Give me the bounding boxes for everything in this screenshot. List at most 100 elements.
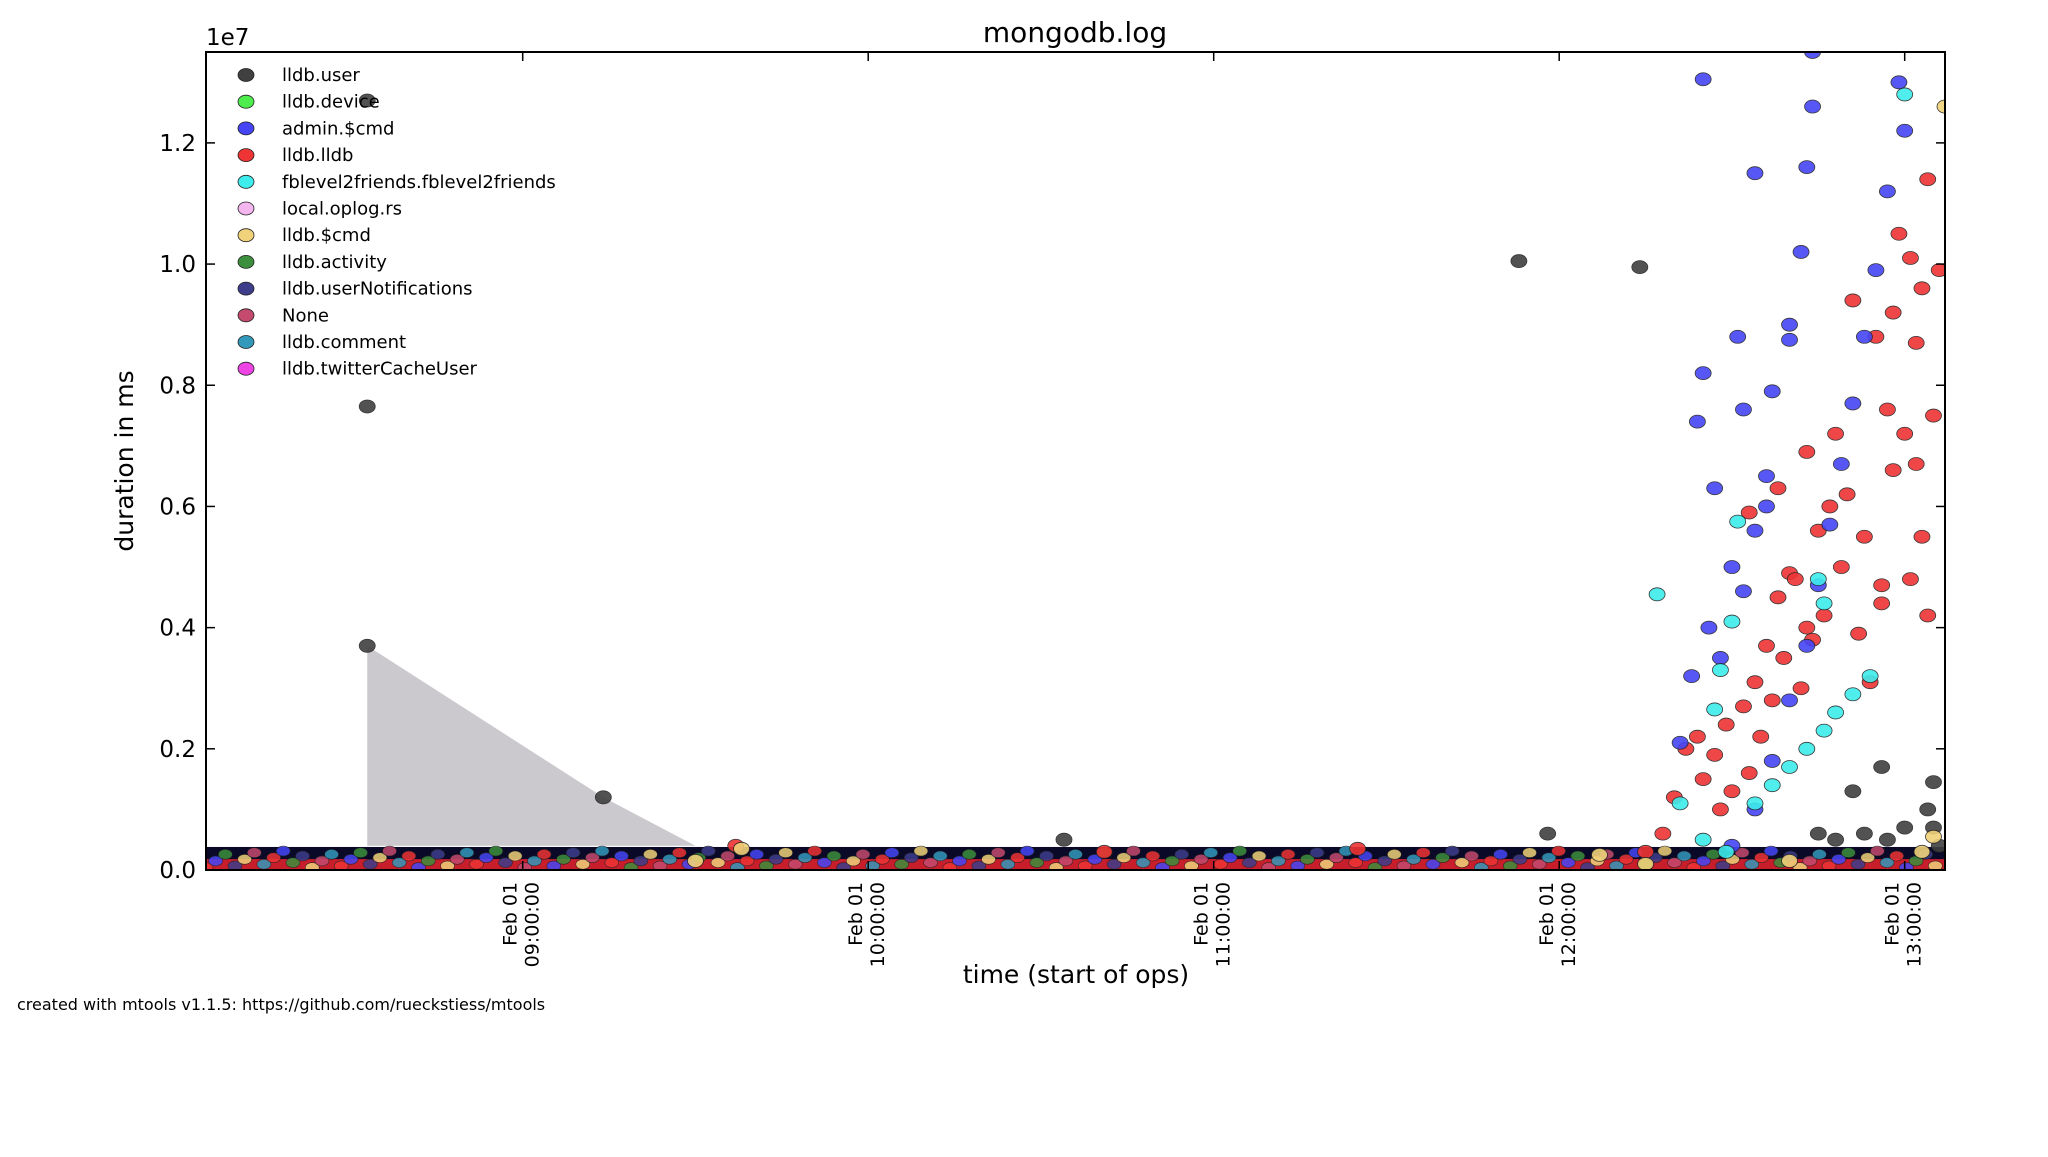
data-point — [733, 841, 750, 856]
point-dense — [449, 854, 465, 865]
data-point — [1907, 335, 1925, 350]
point-dense — [372, 852, 388, 863]
data-point — [1591, 847, 1608, 862]
point-dense — [1367, 862, 1383, 870]
point-dense — [208, 855, 223, 867]
legend-marker — [237, 254, 255, 269]
data-point — [1890, 75, 1908, 90]
point-dense — [1541, 852, 1557, 863]
point-dense — [1831, 854, 1847, 865]
point-dense — [836, 862, 851, 870]
point-dense — [295, 850, 310, 862]
data-point — [1706, 481, 1724, 496]
point-dense — [536, 849, 552, 860]
legend-marker — [237, 281, 255, 296]
point-dense — [990, 847, 1006, 859]
data-point — [1752, 729, 1770, 744]
data-point — [1712, 651, 1729, 665]
point-dense — [633, 855, 649, 867]
point-dense — [1377, 855, 1392, 867]
legend-marker — [237, 201, 255, 216]
point-dense — [411, 862, 426, 870]
data-point — [1873, 596, 1891, 611]
legend-marker — [237, 228, 255, 243]
point-dense — [623, 862, 639, 870]
data-point — [1763, 754, 1781, 768]
data-point — [1539, 826, 1557, 841]
point-dense — [614, 850, 629, 862]
point-dense — [304, 862, 320, 870]
legend-label: lldb.$cmd — [282, 225, 371, 246]
data-point — [1706, 747, 1724, 762]
legend-label: fblevel2friends.fblevel2friends — [282, 172, 556, 193]
data-point — [1648, 587, 1666, 602]
data-point — [1873, 760, 1891, 774]
data-point — [1717, 844, 1735, 859]
point-dense — [594, 845, 610, 857]
data-point — [1700, 620, 1718, 635]
data-point — [1769, 590, 1787, 605]
data-point — [1815, 608, 1833, 623]
point-dense — [759, 860, 774, 870]
point-dense — [1087, 854, 1103, 865]
data-point — [1925, 829, 1942, 844]
point-dense — [1068, 849, 1083, 860]
point-dense — [1164, 855, 1180, 867]
point-dense — [952, 855, 967, 867]
data-point — [1729, 514, 1747, 529]
point-dense — [874, 854, 890, 865]
data-point — [1919, 172, 1937, 187]
point-dense — [565, 847, 581, 859]
data-point — [1694, 72, 1712, 87]
data-point — [1095, 844, 1113, 859]
data-point — [1855, 529, 1873, 544]
data-point — [1827, 705, 1844, 720]
point-dense — [652, 860, 668, 870]
data-point — [1637, 857, 1654, 870]
data-point — [1631, 260, 1649, 275]
data-point — [1798, 620, 1816, 635]
point-dense — [730, 862, 745, 870]
point-dense — [1502, 860, 1518, 870]
point-dense — [1609, 860, 1624, 870]
data-point — [1735, 584, 1752, 599]
data-point — [1850, 626, 1868, 641]
point-dense — [1821, 860, 1837, 870]
data-point — [1735, 402, 1752, 417]
point-dense — [1396, 860, 1412, 870]
x-axis-label: time (start of ops) — [963, 960, 1189, 989]
point-dense — [884, 847, 900, 859]
data-point — [1769, 481, 1787, 496]
data-point — [1758, 499, 1775, 514]
data-point — [1855, 329, 1873, 344]
point-dense — [1473, 862, 1489, 870]
data-point — [1804, 99, 1821, 114]
point-dense — [285, 857, 301, 868]
point-dense — [314, 855, 330, 867]
data-point — [1838, 487, 1856, 502]
data-point — [1758, 469, 1775, 484]
point-dense — [459, 847, 475, 859]
point-dense — [517, 862, 533, 870]
point-dense — [391, 857, 407, 868]
point-dense — [218, 849, 233, 860]
data-point — [1896, 87, 1914, 102]
point-dense — [1841, 847, 1856, 859]
y-tick-label: 0.0 — [159, 858, 196, 884]
point-dense — [1174, 849, 1190, 860]
point-dense — [556, 854, 571, 865]
point-dense — [1222, 852, 1238, 863]
data-point — [1861, 669, 1879, 684]
point-dense — [1522, 847, 1537, 859]
series-lldb-user — [358, 93, 1945, 853]
data-point — [1884, 305, 1902, 320]
point-dense — [1155, 862, 1170, 870]
data-point — [1746, 675, 1764, 690]
point-dense — [1387, 849, 1402, 860]
point-dense — [546, 860, 562, 870]
data-point — [1746, 523, 1764, 538]
point-dense — [1696, 855, 1711, 867]
chart-title: mongodb.log — [983, 16, 1167, 49]
x-tick-label-line2: 13:00:00 — [1904, 882, 1926, 967]
x-tick-label: Feb 01 09:00:00 — [500, 882, 544, 967]
